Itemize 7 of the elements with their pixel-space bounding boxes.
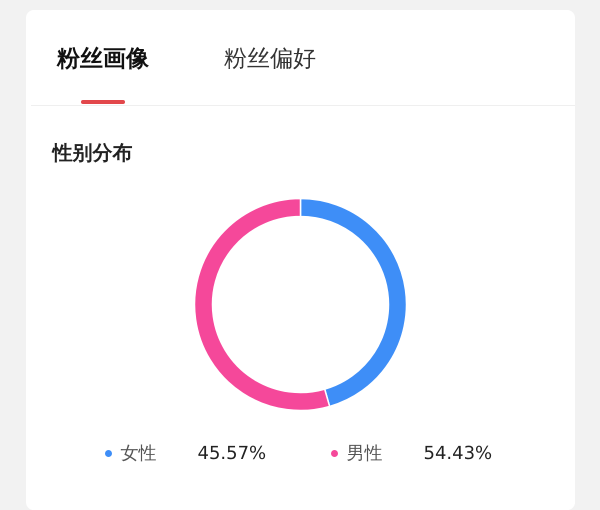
chart-title: 性别分布 [50, 140, 132, 164]
text: 粉丝偏好 [224, 46, 316, 72]
legend-label: 女性 [120, 443, 156, 464]
legend-label: 男性 [346, 443, 382, 464]
data-label: 54.43% [424, 443, 492, 464]
data-label: 45.57% [198, 443, 266, 464]
text: 粉丝画像 [57, 46, 149, 72]
